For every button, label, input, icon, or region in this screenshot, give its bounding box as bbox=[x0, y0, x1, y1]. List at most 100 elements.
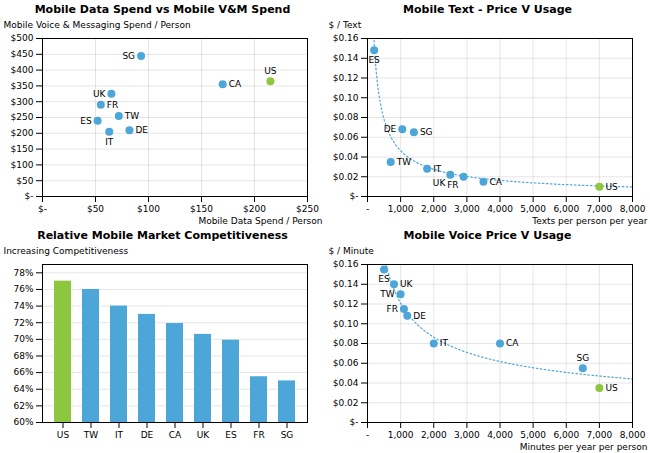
svg-text:$0.02: $0.02 bbox=[333, 172, 359, 182]
svg-text:$150: $150 bbox=[11, 144, 34, 154]
svg-text:Mobile Data Spend / Person: Mobile Data Spend / Person bbox=[198, 216, 322, 226]
svg-text:$0.08: $0.08 bbox=[333, 338, 359, 348]
svg-text:ES: ES bbox=[368, 55, 380, 65]
svg-text:1,000: 1,000 bbox=[388, 430, 414, 440]
svg-text:$200: $200 bbox=[243, 204, 266, 214]
svg-text:$-: $- bbox=[350, 191, 359, 201]
svg-text:Increasing Competitiveness: Increasing Competitiveness bbox=[4, 246, 129, 256]
svg-text:TW: TW bbox=[396, 157, 411, 167]
svg-text:DE: DE bbox=[384, 124, 397, 134]
svg-text:CA: CA bbox=[506, 338, 519, 348]
svg-text:72%: 72% bbox=[13, 318, 33, 328]
svg-text:ES: ES bbox=[225, 430, 237, 440]
svg-text:$-: $- bbox=[38, 204, 47, 214]
svg-text:6,000: 6,000 bbox=[553, 204, 579, 214]
svg-text:Mobile Voice & Messaging Spend: Mobile Voice & Messaging Spend / Person bbox=[4, 20, 191, 30]
svg-text:8,000: 8,000 bbox=[620, 430, 646, 440]
svg-text:UK: UK bbox=[400, 279, 414, 289]
svg-text:$500: $500 bbox=[11, 33, 34, 43]
svg-text:$0.14: $0.14 bbox=[333, 53, 359, 63]
svg-text:$50: $50 bbox=[87, 204, 104, 214]
svg-text:6,000: 6,000 bbox=[553, 430, 579, 440]
svg-text:$-: $- bbox=[350, 417, 359, 427]
svg-text:-: - bbox=[366, 204, 369, 214]
svg-text:US: US bbox=[264, 66, 277, 76]
svg-text:$150: $150 bbox=[190, 204, 213, 214]
svg-text:$100: $100 bbox=[137, 204, 160, 214]
svg-text:$0.16: $0.16 bbox=[333, 259, 359, 269]
svg-text:SG: SG bbox=[420, 127, 433, 137]
svg-text:ES: ES bbox=[80, 116, 92, 126]
svg-text:$0.10: $0.10 bbox=[333, 93, 359, 103]
svg-text:IT: IT bbox=[105, 137, 114, 147]
svg-text:US: US bbox=[57, 430, 70, 440]
svg-text:IT: IT bbox=[433, 164, 442, 174]
svg-text:2,000: 2,000 bbox=[421, 204, 447, 214]
svg-text:66%: 66% bbox=[13, 367, 33, 377]
svg-text:$350: $350 bbox=[11, 81, 34, 91]
svg-text:$0.06: $0.06 bbox=[333, 132, 359, 142]
svg-text:IT: IT bbox=[115, 430, 124, 440]
svg-text:$100: $100 bbox=[11, 160, 34, 170]
svg-text:$50: $50 bbox=[16, 176, 33, 186]
svg-text:$0.08: $0.08 bbox=[333, 112, 359, 122]
svg-text:$250: $250 bbox=[11, 112, 34, 122]
svg-text:Minutes per year per person: Minutes per year per person bbox=[520, 442, 648, 452]
svg-text:8,000: 8,000 bbox=[620, 204, 646, 214]
svg-text:$-: $- bbox=[25, 191, 34, 201]
svg-text:FR: FR bbox=[387, 304, 398, 314]
svg-text:4,000: 4,000 bbox=[487, 430, 513, 440]
svg-text:UK: UK bbox=[93, 89, 107, 99]
svg-text:$400: $400 bbox=[11, 65, 34, 75]
svg-text:60%: 60% bbox=[13, 417, 33, 427]
svg-text:TW: TW bbox=[124, 111, 139, 121]
svg-text:3,000: 3,000 bbox=[454, 204, 480, 214]
svg-text:7,000: 7,000 bbox=[586, 430, 612, 440]
svg-text:64%: 64% bbox=[13, 384, 33, 394]
svg-text:SG: SG bbox=[576, 353, 589, 363]
svg-text:SG: SG bbox=[281, 430, 294, 440]
svg-text:FR: FR bbox=[447, 180, 458, 190]
svg-text:$0.10: $0.10 bbox=[333, 319, 359, 329]
svg-text:$450: $450 bbox=[11, 49, 34, 59]
svg-text:$0.02: $0.02 bbox=[333, 398, 359, 408]
svg-text:SG: SG bbox=[122, 51, 135, 61]
svg-text:US: US bbox=[605, 182, 618, 192]
svg-text:$0.12: $0.12 bbox=[333, 73, 359, 83]
svg-text:68%: 68% bbox=[13, 351, 33, 361]
svg-text:FR: FR bbox=[253, 430, 264, 440]
svg-text:74%: 74% bbox=[13, 301, 33, 311]
svg-text:Texts per person per year: Texts per person per year bbox=[531, 216, 647, 226]
svg-text:CA: CA bbox=[489, 177, 502, 187]
svg-text:$ / Minute: $ / Minute bbox=[329, 246, 375, 256]
svg-text:UK: UK bbox=[197, 430, 211, 440]
svg-text:$300: $300 bbox=[11, 97, 34, 107]
svg-text:CA: CA bbox=[229, 79, 242, 89]
svg-text:TW: TW bbox=[379, 289, 394, 299]
svg-text:70%: 70% bbox=[13, 334, 33, 344]
svg-text:7,000: 7,000 bbox=[586, 204, 612, 214]
svg-text:5,000: 5,000 bbox=[520, 430, 546, 440]
svg-text:$0.04: $0.04 bbox=[333, 152, 359, 162]
svg-text:1,000: 1,000 bbox=[388, 204, 414, 214]
svg-text:DE: DE bbox=[141, 430, 154, 440]
svg-text:62%: 62% bbox=[13, 401, 33, 411]
svg-text:DE: DE bbox=[135, 125, 148, 135]
svg-text:78%: 78% bbox=[13, 268, 33, 278]
svg-text:$0.12: $0.12 bbox=[333, 299, 359, 309]
svg-text:$0.04: $0.04 bbox=[333, 378, 359, 388]
svg-text:UK: UK bbox=[433, 178, 447, 188]
svg-text:$0.06: $0.06 bbox=[333, 358, 359, 368]
svg-text:$0.14: $0.14 bbox=[333, 279, 359, 289]
svg-text:4,000: 4,000 bbox=[487, 204, 513, 214]
svg-text:IT: IT bbox=[440, 338, 449, 348]
svg-text:CA: CA bbox=[169, 430, 182, 440]
svg-text:-: - bbox=[366, 430, 369, 440]
svg-text:FR: FR bbox=[107, 100, 118, 110]
svg-text:76%: 76% bbox=[13, 284, 33, 294]
svg-text:US: US bbox=[605, 383, 618, 393]
svg-text:ES: ES bbox=[378, 274, 390, 284]
svg-text:DE: DE bbox=[413, 311, 426, 321]
svg-text:TW: TW bbox=[83, 430, 98, 440]
svg-text:2,000: 2,000 bbox=[421, 430, 447, 440]
